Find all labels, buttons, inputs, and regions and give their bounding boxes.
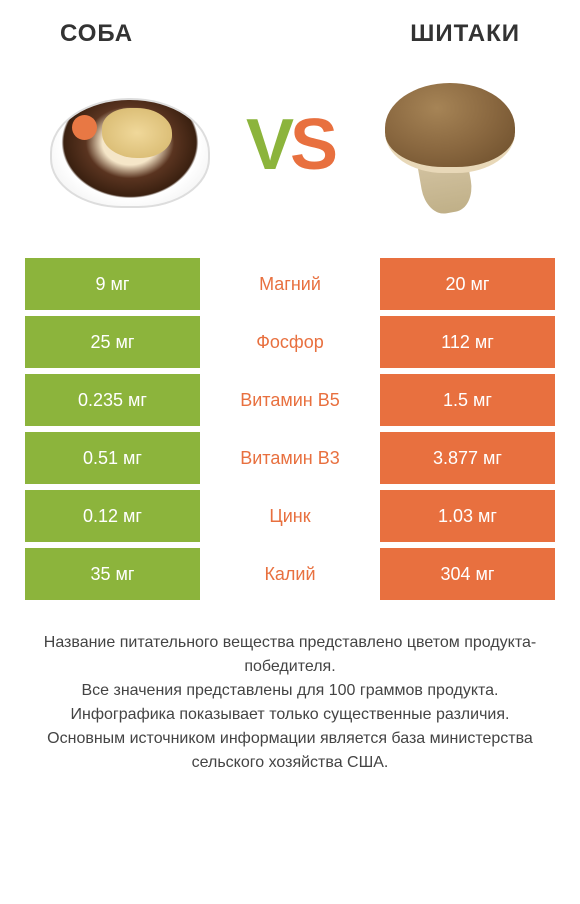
nutrient-label: Цинк [200, 490, 380, 542]
vs-s: S [290, 105, 334, 185]
nutrient-label: Калий [200, 548, 380, 600]
table-row: 25 мгФосфор112 мг [25, 316, 555, 368]
nutrient-label: Магний [200, 258, 380, 310]
table-row: 35 мгКалий304 мг [25, 548, 555, 600]
table-row: 0.51 мгВитамин B33.877 мг [25, 432, 555, 484]
table-row: 0.235 мгВитамин B51.5 мг [25, 374, 555, 426]
right-value: 304 мг [380, 548, 555, 600]
footer-notes: Название питательного вещества представл… [0, 606, 580, 775]
nutrient-label: Витамин B5 [200, 374, 380, 426]
right-product-title: ШИТАКИ [410, 20, 520, 48]
left-value: 35 мг [25, 548, 200, 600]
vs-v: V [246, 105, 290, 185]
images-row: VS [0, 58, 580, 258]
right-value: 20 мг [380, 258, 555, 310]
mushroom-icon [375, 83, 525, 223]
soba-bowl-icon [50, 98, 210, 208]
nutrient-label: Фосфор [200, 316, 380, 368]
nutrition-table: 9 мгМагний20 мг 25 мгФосфор112 мг 0.235 мг… [0, 258, 580, 600]
nutrient-label: Витамин B3 [200, 432, 380, 484]
vs-label: VS [246, 104, 334, 186]
right-value: 1.5 мг [380, 374, 555, 426]
right-value: 1.03 мг [380, 490, 555, 542]
footer-line: Инфографика показывает только существенн… [30, 703, 550, 727]
shiitake-image [360, 73, 540, 233]
right-value: 3.877 мг [380, 432, 555, 484]
left-value: 0.12 мг [25, 490, 200, 542]
left-value: 0.51 мг [25, 432, 200, 484]
table-row: 0.12 мгЦинк1.03 мг [25, 490, 555, 542]
footer-line: Все значения представлены для 100 граммо… [30, 679, 550, 703]
soba-image [40, 73, 220, 233]
header: СОБА ШИТАКИ [0, 0, 580, 58]
left-value: 0.235 мг [25, 374, 200, 426]
footer-line: Основным источником информации является … [30, 727, 550, 775]
footer-line: Название питательного вещества представл… [30, 631, 550, 679]
left-value: 25 мг [25, 316, 200, 368]
table-row: 9 мгМагний20 мг [25, 258, 555, 310]
left-value: 9 мг [25, 258, 200, 310]
right-value: 112 мг [380, 316, 555, 368]
left-product-title: СОБА [60, 20, 133, 48]
